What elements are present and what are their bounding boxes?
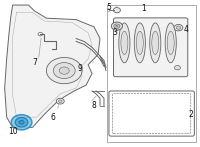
Text: 7: 7: [32, 58, 37, 67]
Polygon shape: [5, 5, 100, 127]
Circle shape: [11, 115, 32, 130]
Ellipse shape: [174, 66, 180, 70]
Text: 9: 9: [78, 64, 83, 73]
Circle shape: [59, 67, 69, 74]
Circle shape: [116, 25, 118, 27]
Circle shape: [19, 120, 24, 124]
Circle shape: [56, 98, 64, 104]
Text: 3: 3: [112, 28, 117, 37]
Circle shape: [176, 26, 181, 29]
Ellipse shape: [167, 31, 174, 55]
Text: 1: 1: [141, 4, 146, 13]
Text: 4: 4: [184, 25, 189, 34]
Text: 10: 10: [8, 127, 17, 136]
Circle shape: [113, 7, 120, 13]
Circle shape: [46, 57, 82, 84]
Text: 2: 2: [189, 110, 194, 119]
Bar: [107, 5, 196, 142]
Circle shape: [53, 63, 75, 79]
Ellipse shape: [119, 23, 130, 63]
FancyBboxPatch shape: [114, 18, 188, 77]
Circle shape: [15, 118, 28, 127]
Circle shape: [111, 22, 122, 30]
Ellipse shape: [165, 23, 176, 63]
Ellipse shape: [136, 31, 143, 55]
Ellipse shape: [152, 31, 159, 55]
Text: 8: 8: [92, 101, 96, 110]
Circle shape: [174, 24, 183, 31]
Ellipse shape: [150, 23, 161, 63]
Ellipse shape: [121, 31, 128, 55]
Ellipse shape: [134, 23, 145, 63]
Text: 6: 6: [51, 113, 56, 122]
Text: 5: 5: [107, 3, 111, 12]
Circle shape: [58, 100, 62, 102]
Circle shape: [114, 24, 120, 28]
